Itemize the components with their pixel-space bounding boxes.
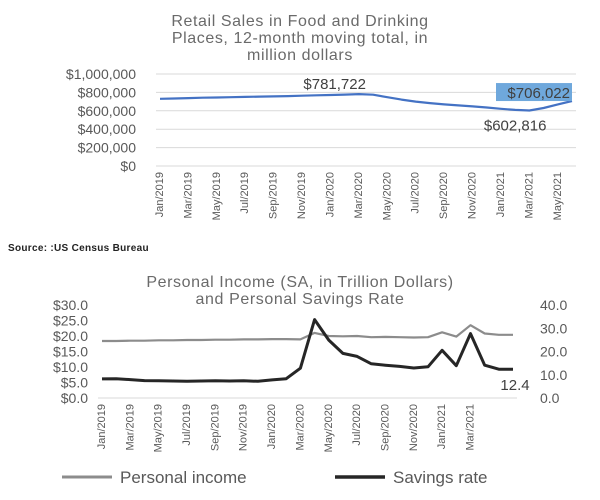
personal-income-series-line xyxy=(102,324,513,343)
income-x-tick-label: Sep/2019 xyxy=(209,404,221,451)
retail-x-tick-label: Jul/2020 xyxy=(410,172,422,214)
retail-x-tick-label: Mar/2020 xyxy=(353,172,365,218)
retail-y-tick-label: $0 xyxy=(120,158,136,174)
legend-income-label: Personal income xyxy=(120,468,247,487)
retail-chart-title: Retail Sales in Food and Drinking Places… xyxy=(80,13,520,64)
savings-y2-tick-label: 30.0 xyxy=(540,320,567,336)
retail-title-line-3: million dollars xyxy=(247,47,353,64)
retail-sales-chart-panel: Retail Sales in Food and Drinking Places… xyxy=(0,0,600,240)
retail-annotation-peak: $781,722 xyxy=(303,76,366,93)
retail-annotation-latest: $706,022 xyxy=(507,85,570,102)
income-x-tick-label: Jan/2021 xyxy=(436,404,448,449)
income-x-tick-label: Jan/2020 xyxy=(266,404,278,449)
income-x-tick-label: Nov/2020 xyxy=(408,404,420,451)
retail-y-tick-label: $600,000 xyxy=(78,103,137,119)
income-y-tick-label: $20.0 xyxy=(53,328,88,344)
retail-x-tick-label: Nov/2019 xyxy=(296,172,308,219)
income-x-tick-label: Mar/2019 xyxy=(124,404,136,450)
savings-y2-tick-label: 10.0 xyxy=(540,367,567,383)
savings-y2-tick-label: 0.0 xyxy=(540,390,560,406)
income-x-tick-label: Mar/2021 xyxy=(464,404,476,450)
retail-x-tick-label: Nov/2020 xyxy=(467,172,479,219)
income-y-tick-label: $25.0 xyxy=(53,313,88,329)
income-x-tick-label: May/2019 xyxy=(153,404,165,452)
retail-y-tick-label: $400,000 xyxy=(78,121,137,137)
savings-y2-tick-label: 40.0 xyxy=(540,297,567,313)
income-y-tick-label: $15.0 xyxy=(53,344,88,360)
retail-x-tick-label: Jan/2020 xyxy=(324,172,336,217)
retail-x-tick-label: May/2021 xyxy=(552,172,564,220)
personal-income-chart-panel: Personal Income (SA, in Trillion Dollars… xyxy=(0,262,600,500)
personal-income-plot: $0.0$5.0$10.0$15.0$20.0$25.0$30.0 0.0 10.0… xyxy=(53,297,568,487)
retail-title-line-2: Places, 12-month moving total, in xyxy=(171,30,429,47)
income-title-line-1: Personal Income (SA, in Trillion Dollars… xyxy=(146,274,454,291)
income-x-tick-label: Nov/2019 xyxy=(238,404,250,451)
income-y-tick-label: $10.0 xyxy=(53,359,88,375)
retail-annotation-low: $602,816 xyxy=(484,118,547,135)
retail-x-tick-label: May/2020 xyxy=(381,172,393,220)
retail-x-tick-label: Sep/2020 xyxy=(438,172,450,219)
income-y-tick-label: $0.0 xyxy=(61,390,88,406)
income-x-tick-label: Sep/2020 xyxy=(379,404,391,451)
retail-sales-plot: $0 $200,000 $400,000 $600,000 $800,000 $1,000… xyxy=(66,66,576,220)
income-x-tick-label: Jan/2019 xyxy=(96,404,108,449)
retail-highlight-box xyxy=(496,83,572,102)
savings-y2-tick-label: 20.0 xyxy=(540,344,567,360)
retail-x-tick-label: Jul/2019 xyxy=(239,172,251,214)
retail-y-tick-label: $200,000 xyxy=(78,140,137,156)
income-x-tick-label: May/2020 xyxy=(323,404,335,452)
retail-title-line-1: Retail Sales in Food and Drinking xyxy=(171,13,429,30)
retail-series-line xyxy=(159,93,573,112)
legend-savings-label: Savings rate xyxy=(393,468,488,487)
retail-x-tick-label: Jan/2019 xyxy=(154,172,166,217)
savings-annotation-latest: 12.4 xyxy=(500,377,529,394)
retail-x-tick-label: Mar/2019 xyxy=(182,172,194,218)
income-title-line-2: and Personal Savings Rate xyxy=(195,291,405,308)
income-x-tick-label: Jul/2020 xyxy=(351,404,363,446)
income-x-tick-label: Jul/2019 xyxy=(181,404,193,446)
income-y-tick-label: $5.0 xyxy=(61,375,88,391)
retail-y-tick-label: $1,000,000 xyxy=(66,66,136,82)
savings-rate-series-line xyxy=(101,318,513,383)
source-note: Source: :US Census Bureau xyxy=(8,243,149,254)
retail-x-tick-label: May/2019 xyxy=(211,172,223,220)
retail-x-tick-label: Mar/2021 xyxy=(523,172,535,218)
retail-x-tick-label: Sep/2019 xyxy=(268,172,280,219)
income-chart-title: Personal Income (SA, in Trillion Dollars… xyxy=(60,274,540,308)
income-y-tick-label: $30.0 xyxy=(53,297,88,313)
retail-x-tick-label: Jan/2021 xyxy=(495,172,507,217)
income-x-tick-label: Mar/2020 xyxy=(294,404,306,450)
retail-y-tick-label: $800,000 xyxy=(78,84,137,100)
